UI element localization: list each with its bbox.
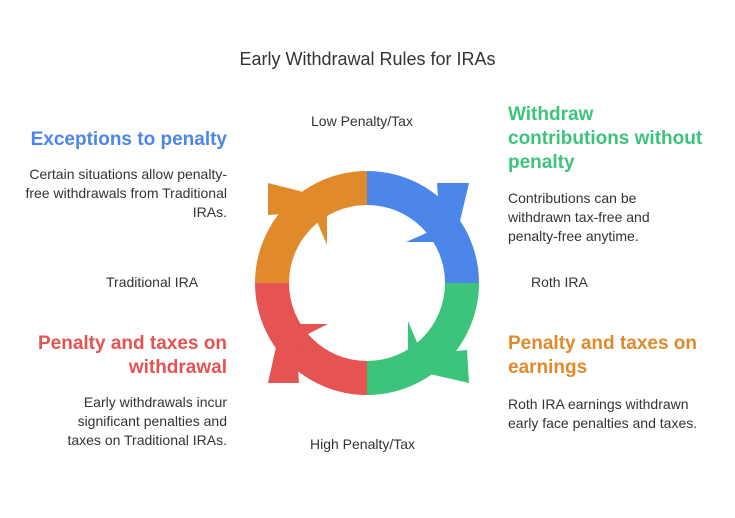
axis-label-top: Low Penalty/Tax	[311, 113, 413, 129]
cycle-segment-bottom-right	[367, 283, 479, 395]
cycle-arrow-top-right	[406, 183, 469, 242]
cycle-segment-bottom-left	[255, 283, 367, 395]
quadrant-description-exceptions: Certain situations allow penalty-free wi…	[25, 166, 227, 220]
axis-label-bottom: High Penalty/Tax	[310, 436, 416, 452]
cycle-arrow-bottom-right	[408, 321, 469, 383]
quadrant-description-withdraw-contributions: Contributions can be withdrawn tax-free …	[508, 190, 650, 244]
quadrant-heading-withdraw-contributions: Withdraw contributions without penalty	[508, 104, 703, 173]
quadrant-description-penalty-withdrawal: Early withdrawals incur significant pena…	[67, 394, 227, 448]
axis-label-right: Roth IRA	[531, 274, 588, 290]
diagram-title: Early Withdrawal Rules for IRAs	[239, 49, 496, 69]
quadrant-heading-penalty-earnings: Penalty and taxes on earnings	[508, 333, 698, 378]
cycle-arrow-bottom-left	[268, 324, 328, 383]
quadrant-heading-exceptions: Exceptions to penalty	[30, 129, 227, 150]
axis-label-left: Traditional IRA	[106, 274, 199, 290]
cycle-arrow-top-left	[268, 183, 327, 245]
cycle-segment-top-right	[367, 171, 479, 283]
quadrant-heading-penalty-withdrawal: Penalty and taxes on withdrawal	[37, 333, 227, 378]
quadrant-description-penalty-earnings: Roth IRA earnings withdrawn early face p…	[508, 396, 698, 431]
cycle-segment-top-left	[255, 171, 367, 283]
